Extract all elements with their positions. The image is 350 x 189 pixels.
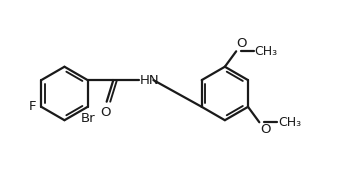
Text: CH₃: CH₃ [255,45,278,58]
Text: O: O [100,106,111,119]
Text: F: F [29,100,37,113]
Text: CH₃: CH₃ [278,116,301,129]
Text: O: O [237,37,247,50]
Text: Br: Br [80,112,95,125]
Text: HN: HN [140,74,160,87]
Text: O: O [260,123,270,136]
